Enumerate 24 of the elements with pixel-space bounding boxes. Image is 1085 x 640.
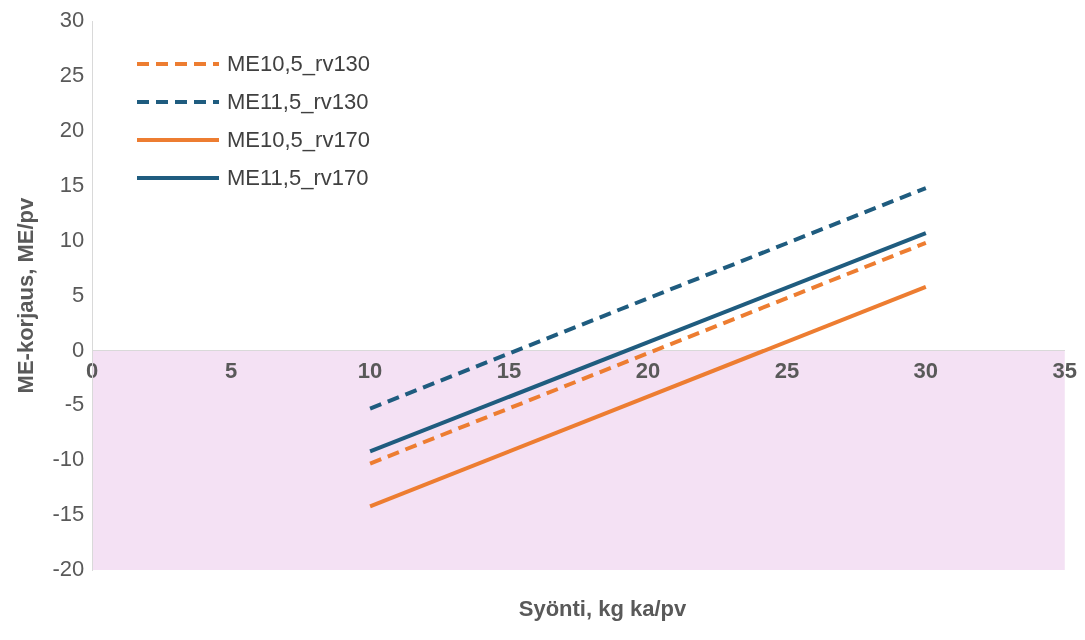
x-tick-label: 20 — [635, 357, 661, 383]
y-tick-label: 10 — [59, 226, 85, 252]
y-tick-label: -20 — [52, 556, 85, 582]
x-tick-label: 15 — [496, 357, 522, 383]
y-tick-label: 30 — [59, 7, 85, 33]
x-tick-label: 30 — [913, 357, 939, 383]
y-axis-title: ME-korjaus, ME/pv — [13, 197, 39, 394]
y-tick-label: 5 — [71, 281, 85, 307]
legend-label: ME11,5_rv130 — [227, 89, 369, 115]
y-tick-label: -15 — [52, 501, 85, 527]
y-tick-label: 15 — [59, 171, 85, 197]
x-tick-label: 35 — [1052, 357, 1078, 383]
legend-label: ME11,5_rv170 — [227, 165, 369, 191]
legend-label: ME10,5_rv170 — [227, 127, 371, 153]
y-tick-label: 20 — [59, 117, 85, 143]
legend-label: ME10,5_rv130 — [227, 51, 371, 77]
x-tick-label: 10 — [357, 357, 383, 383]
y-tick-label: 25 — [59, 62, 85, 88]
y-tick-label: -10 — [52, 446, 85, 472]
x-axis-title: Syönti, kg ka/pv — [517, 596, 688, 622]
y-tick-label: 0 — [71, 336, 85, 362]
x-tick-label: 25 — [774, 357, 800, 383]
x-tick-label: 5 — [225, 357, 238, 383]
y-tick-label: -5 — [64, 391, 85, 417]
